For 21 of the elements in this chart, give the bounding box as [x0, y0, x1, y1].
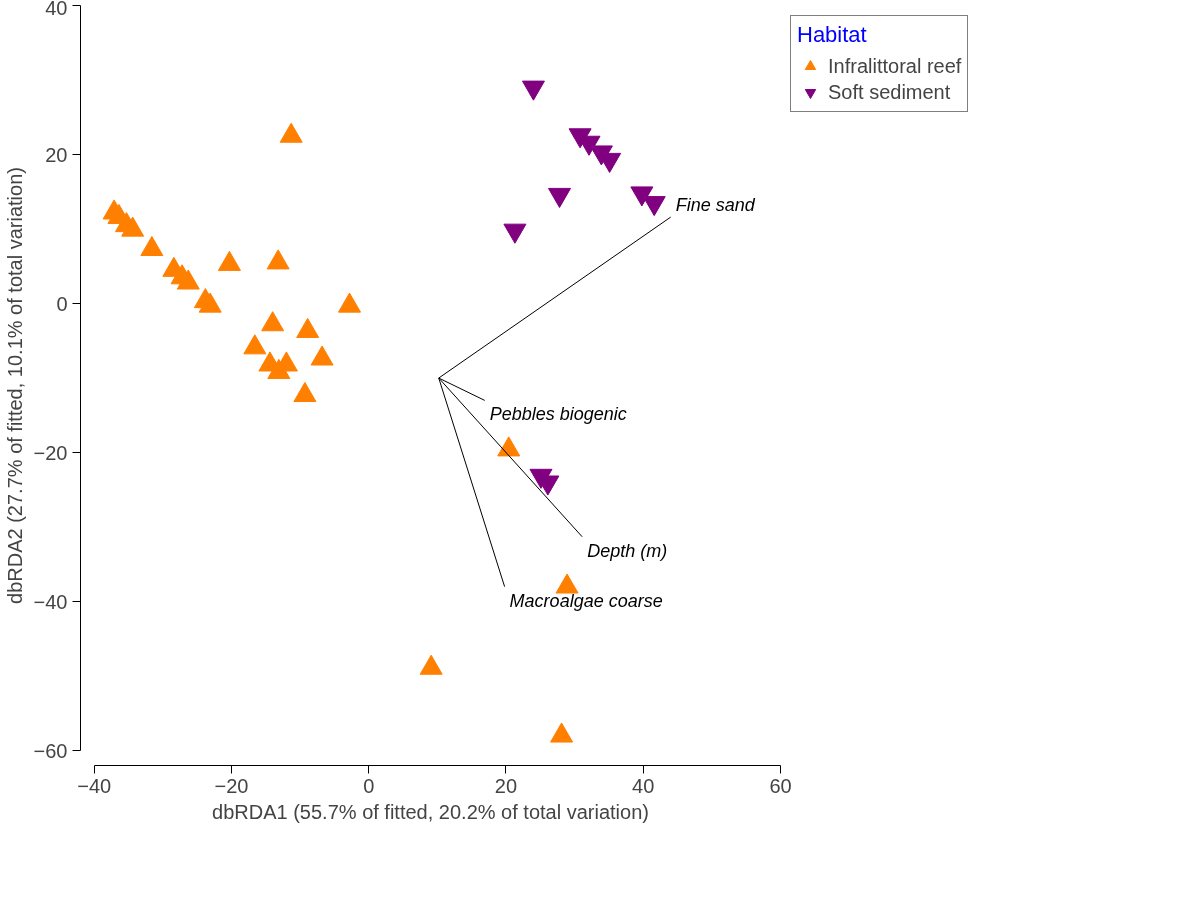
y-tick-label: −60: [33, 739, 68, 762]
legend-label: Infralittoral reef: [828, 54, 962, 78]
x-tick-label: 20: [494, 774, 518, 797]
x-tick-label: 40: [632, 774, 655, 797]
legend-label: Soft sediment: [828, 80, 951, 104]
legend-title: Habitat: [797, 22, 868, 48]
x-axis-title: dbRDA1 (55.7% of fitted, 20.2% of total variation): [212, 800, 649, 823]
y-tick-label: 0: [56, 292, 68, 315]
y-tick-label: −40: [33, 590, 68, 613]
x-tick-label: −40: [77, 774, 112, 797]
y-tick-label: −20: [33, 441, 68, 464]
x-tick-label: 60: [769, 774, 792, 797]
series-label: Fine sand: [675, 195, 756, 216]
x-tick-label: 0: [363, 774, 375, 797]
y-tick-label: 20: [45, 143, 68, 166]
series-label: Macroalgae coarse: [509, 590, 663, 611]
y-axis-title: dbRDA2 (27.7% of fitted, 10.1% of total variation): [3, 167, 26, 604]
series-label: Depth (m): [587, 540, 668, 561]
x-tick-label: −20: [214, 774, 249, 797]
series-label: Pebbles biogenic: [489, 404, 627, 425]
y-tick-label: 40: [45, 0, 68, 19]
